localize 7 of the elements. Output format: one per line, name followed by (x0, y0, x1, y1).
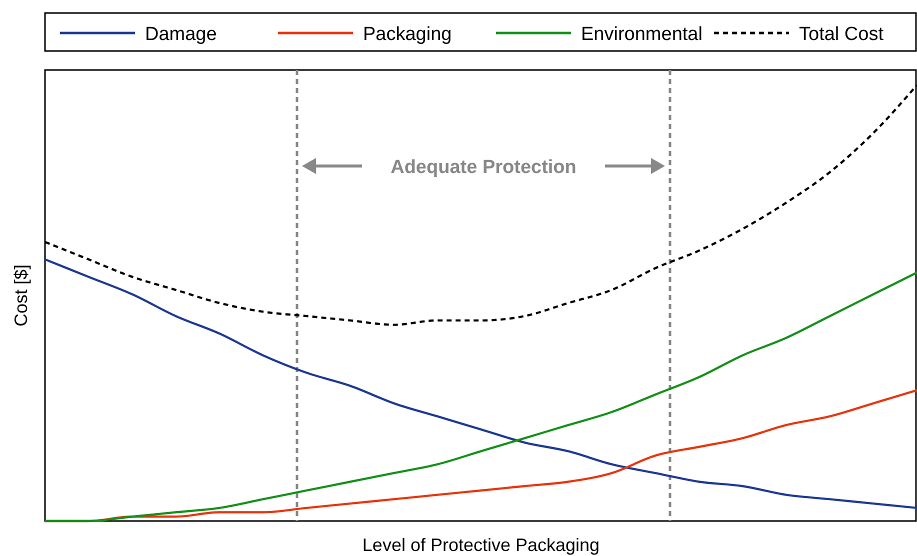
annotation: Adequate Protection (390, 157, 576, 178)
y-axis-title: Cost [$] (11, 264, 31, 327)
x-axis-title: Level of Protective Packaging (362, 535, 600, 555)
legend-label: Packaging (363, 24, 452, 45)
legend-label: Damage (145, 24, 217, 45)
legend-label: Total Cost (799, 24, 884, 45)
legend-label: Environmental (581, 24, 702, 45)
